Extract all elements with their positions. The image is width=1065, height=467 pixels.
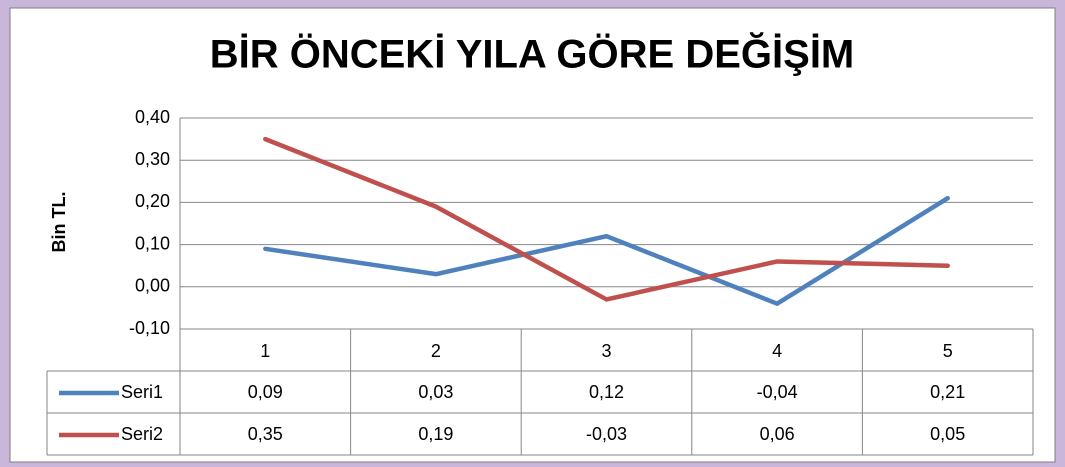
legend-label: Seri2 <box>121 424 163 444</box>
x-tick-label: 4 <box>772 341 782 361</box>
y-tick-label: 0,10 <box>135 233 170 253</box>
table-value: 0,06 <box>760 424 795 444</box>
table-value: 0,19 <box>418 424 453 444</box>
table-value: 0,03 <box>418 382 453 402</box>
table-value: -0,03 <box>586 424 627 444</box>
y-tick-label: 0,00 <box>135 276 170 296</box>
y-axis-label: Bin TL. <box>49 192 69 253</box>
series-line <box>263 136 950 302</box>
y-tick-label: 0,30 <box>135 149 170 169</box>
y-tick-label: -0,10 <box>129 318 170 338</box>
series-line <box>263 195 950 306</box>
y-tick-label: 0,20 <box>135 191 170 211</box>
legend-label: Seri1 <box>121 382 163 402</box>
x-tick-label: 3 <box>601 341 611 361</box>
x-tick-label: 2 <box>431 341 441 361</box>
y-tick-label: 0,40 <box>135 107 170 127</box>
table-value: -0,04 <box>757 382 798 402</box>
table-value: 0,12 <box>589 382 624 402</box>
table-value: 0,09 <box>248 382 283 402</box>
table-value: 0,21 <box>930 382 965 402</box>
chart-area <box>9 7 1056 463</box>
table-value: 0,05 <box>930 424 965 444</box>
x-tick-label: 1 <box>260 341 270 361</box>
chart-title: BİR ÖNCEKİ YILA GÖRE DEĞİŞİM <box>210 31 855 77</box>
table-value: 0,35 <box>248 424 283 444</box>
x-tick-label: 5 <box>943 341 953 361</box>
